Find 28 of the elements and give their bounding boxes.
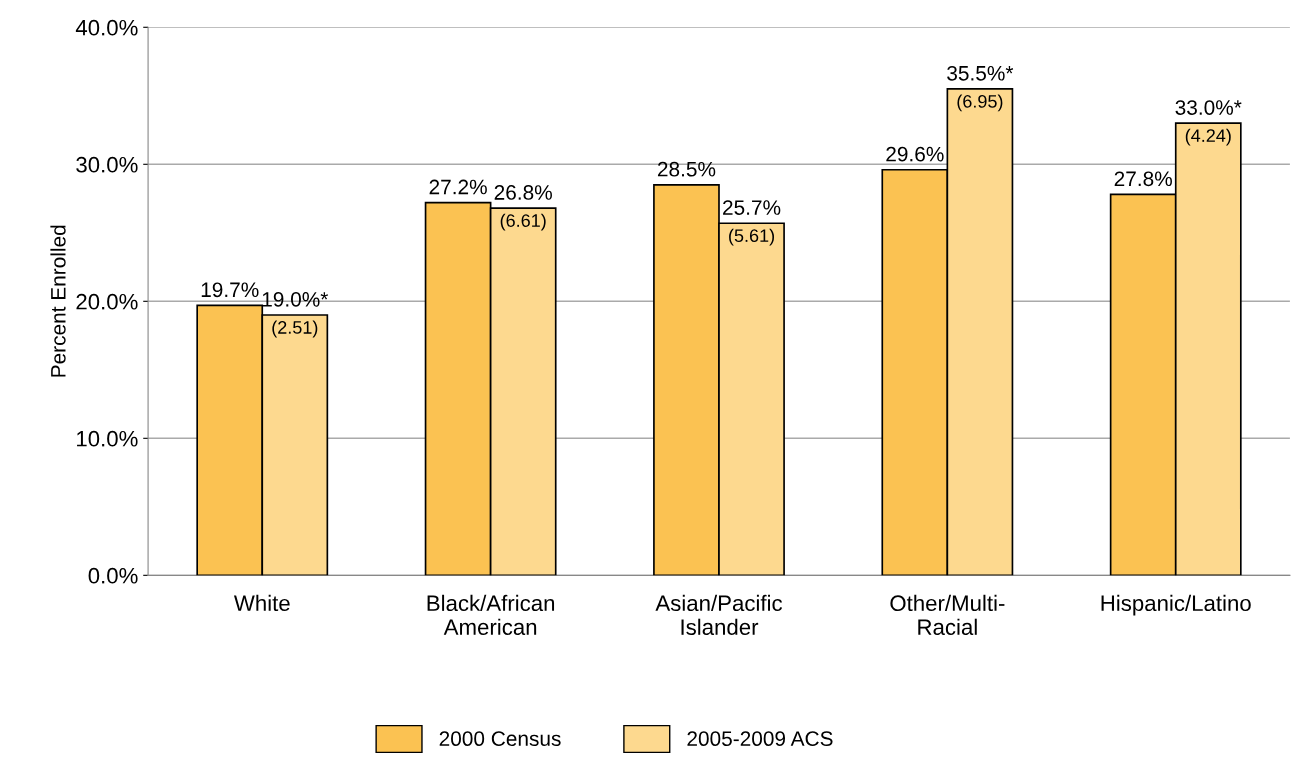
annotation: (6.95) [957, 94, 1003, 112]
data-label: 19.0%* [262, 291, 329, 307]
x-tick-label: White [233, 594, 290, 612]
annotation: (5.61) [729, 228, 774, 246]
data-label: 26.8% [494, 185, 552, 200]
data-label: 25.7% [723, 200, 781, 215]
y-tick-label: 0.0% [88, 567, 138, 584]
x-tick-label: Black/African American [427, 594, 555, 636]
data-label: 19.7% [201, 282, 259, 298]
x-tick-label: Asian/Pacific Islander [655, 594, 783, 636]
y-tick-label: 20.0% [76, 293, 138, 310]
data-label: 27.8% [1114, 171, 1172, 187]
data-label: 27.2% [429, 179, 487, 195]
data-label: 33.0%* [1175, 100, 1242, 115]
x-tick-label: Hispanic/Latino [1101, 594, 1251, 616]
data-label: 35.5%* [947, 65, 1014, 81]
annotation: (4.24) [1185, 128, 1231, 146]
y-tick-label: 40.0% [75, 19, 138, 36]
annotation: (6.61) [500, 213, 546, 231]
y-tick-label: 30.0% [76, 156, 138, 173]
legend-label: 2000 Census [439, 731, 561, 747]
annotation: (2.51) [272, 320, 318, 338]
y-axis-title: Percent Enrolled [50, 225, 66, 377]
data-label: 29.6% [886, 146, 944, 162]
x-tick-label: Other/Multi- Racial [890, 594, 1005, 636]
data-label: 28.5% [657, 161, 716, 177]
y-tick-label: 10.0% [77, 430, 138, 447]
legend-label: 2005-2009 ACS [687, 731, 833, 747]
